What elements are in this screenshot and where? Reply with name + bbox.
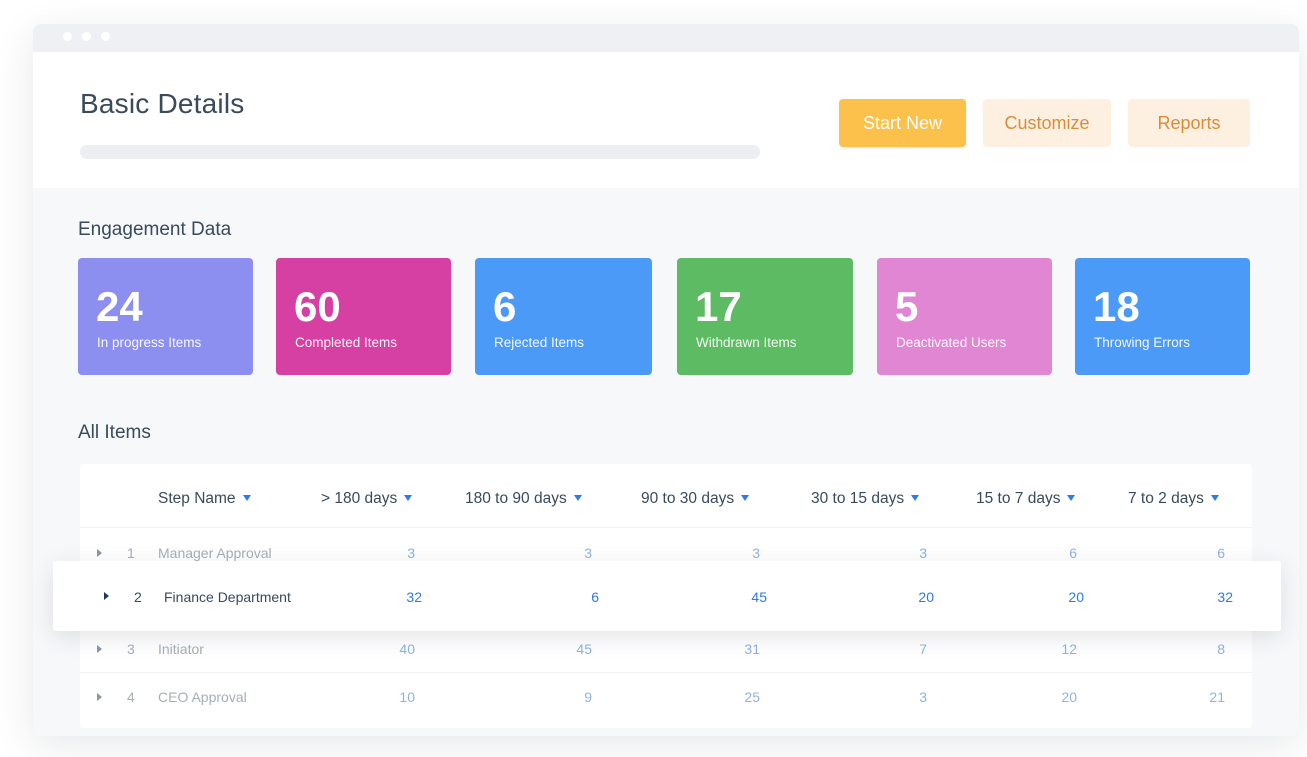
column-label: 30 to 15 days bbox=[811, 490, 905, 507]
stat-card-in-progress[interactable]: 24 In progress Items bbox=[78, 258, 253, 375]
row-value: 3 bbox=[584, 545, 592, 561]
sort-down-icon bbox=[573, 495, 582, 501]
stat-value: 24 bbox=[96, 283, 143, 330]
stat-card-errors[interactable]: 18 Throwing Errors bbox=[1075, 258, 1250, 375]
stat-label: Deactivated Users bbox=[896, 335, 1007, 350]
start-new-button[interactable]: Start New bbox=[839, 99, 966, 147]
row-step-name: Finance Department bbox=[164, 589, 291, 605]
row-value: 12 bbox=[1061, 641, 1077, 657]
row-value: 40 bbox=[399, 641, 415, 657]
row-value: 21 bbox=[1209, 689, 1225, 705]
row-value: 3 bbox=[407, 545, 415, 561]
header-divider bbox=[80, 527, 1252, 528]
row-value: 20 bbox=[1061, 689, 1077, 705]
engagement-title: Engagement Data bbox=[78, 219, 232, 240]
column-label: > 180 days bbox=[321, 490, 398, 507]
stat-card-completed[interactable]: 60 Completed Items bbox=[276, 258, 451, 375]
customize-button[interactable]: Customize bbox=[983, 99, 1111, 147]
row-value: 32 bbox=[406, 589, 422, 605]
stat-label: Withdrawn Items bbox=[696, 335, 797, 350]
column-header-180-90[interactable]: 180 to 90 days bbox=[465, 490, 582, 508]
table-row-highlighted[interactable]: 2 Finance Department 32 6 45 20 20 32 bbox=[53, 561, 1281, 631]
column-label: 90 to 30 days bbox=[641, 490, 735, 507]
row-value: 3 bbox=[752, 545, 760, 561]
row-index: 3 bbox=[127, 641, 135, 657]
column-label: 15 to 7 days bbox=[976, 490, 1061, 507]
row-step-name: Initiator bbox=[158, 641, 204, 657]
column-header-90-30[interactable]: 90 to 30 days bbox=[641, 490, 750, 508]
stat-value: 17 bbox=[695, 283, 742, 330]
row-value: 25 bbox=[744, 689, 760, 705]
stat-value: 6 bbox=[493, 283, 517, 330]
window-dot-icon bbox=[63, 32, 72, 41]
row-value: 3 bbox=[919, 545, 927, 561]
stat-value: 60 bbox=[294, 283, 341, 330]
row-step-name: CEO Approval bbox=[158, 689, 247, 705]
column-header-7-2[interactable]: 7 to 2 days bbox=[1128, 490, 1219, 508]
row-value: 9 bbox=[584, 689, 592, 705]
title-placeholder-bar bbox=[80, 145, 760, 159]
stat-label: Throwing Errors bbox=[1094, 335, 1191, 350]
column-label: 7 to 2 days bbox=[1128, 490, 1204, 507]
sort-down-icon bbox=[404, 495, 413, 501]
row-value: 6 bbox=[591, 589, 599, 605]
window-dot-icon bbox=[82, 32, 91, 41]
reports-button[interactable]: Reports bbox=[1128, 99, 1250, 147]
row-value: 8 bbox=[1217, 641, 1225, 657]
row-divider bbox=[80, 672, 1252, 673]
sort-down-icon bbox=[242, 495, 251, 501]
column-header-15-7[interactable]: 15 to 7 days bbox=[976, 490, 1076, 508]
expand-caret-icon[interactable] bbox=[97, 549, 102, 557]
stat-label: Rejected Items bbox=[494, 335, 585, 350]
expand-caret-icon[interactable] bbox=[104, 592, 109, 600]
row-value: 45 bbox=[751, 589, 767, 605]
column-header-30-15[interactable]: 30 to 15 days bbox=[811, 490, 920, 508]
sort-down-icon bbox=[1210, 495, 1219, 501]
row-index: 2 bbox=[134, 589, 142, 605]
row-value: 6 bbox=[1069, 545, 1077, 561]
row-value: 20 bbox=[1068, 589, 1084, 605]
row-value: 45 bbox=[576, 641, 592, 657]
window-dot-icon bbox=[101, 32, 110, 41]
expand-caret-icon[interactable] bbox=[97, 645, 102, 653]
all-items-title: All Items bbox=[78, 422, 151, 443]
stat-label: In progress Items bbox=[97, 335, 202, 350]
page-title: Basic Details bbox=[80, 88, 245, 119]
row-value: 31 bbox=[744, 641, 760, 657]
column-header-step-name[interactable]: Step Name bbox=[158, 490, 251, 508]
expand-caret-icon[interactable] bbox=[97, 693, 102, 701]
stat-card-deactivated[interactable]: 5 Deactivated Users bbox=[877, 258, 1052, 375]
column-label: Step Name bbox=[158, 490, 236, 507]
stat-card-withdrawn[interactable]: 17 Withdrawn Items bbox=[677, 258, 853, 375]
row-value: 6 bbox=[1217, 545, 1225, 561]
row-index: 4 bbox=[127, 689, 135, 705]
sort-down-icon bbox=[741, 495, 750, 501]
row-value: 20 bbox=[918, 589, 934, 605]
column-header-180-plus[interactable]: > 180 days bbox=[321, 490, 413, 508]
stat-value: 5 bbox=[895, 283, 919, 330]
window-titlebar bbox=[33, 24, 1299, 52]
column-label: 180 to 90 days bbox=[465, 490, 567, 507]
row-index: 1 bbox=[127, 545, 135, 561]
stat-label: Completed Items bbox=[295, 335, 398, 350]
row-value: 32 bbox=[1217, 589, 1233, 605]
row-value: 10 bbox=[399, 689, 415, 705]
sort-down-icon bbox=[911, 495, 920, 501]
sort-down-icon bbox=[1067, 495, 1076, 501]
row-step-name: Manager Approval bbox=[158, 545, 272, 561]
stat-card-rejected[interactable]: 6 Rejected Items bbox=[475, 258, 652, 375]
row-value: 3 bbox=[919, 689, 927, 705]
row-value: 7 bbox=[919, 641, 927, 657]
stat-value: 18 bbox=[1093, 283, 1140, 330]
